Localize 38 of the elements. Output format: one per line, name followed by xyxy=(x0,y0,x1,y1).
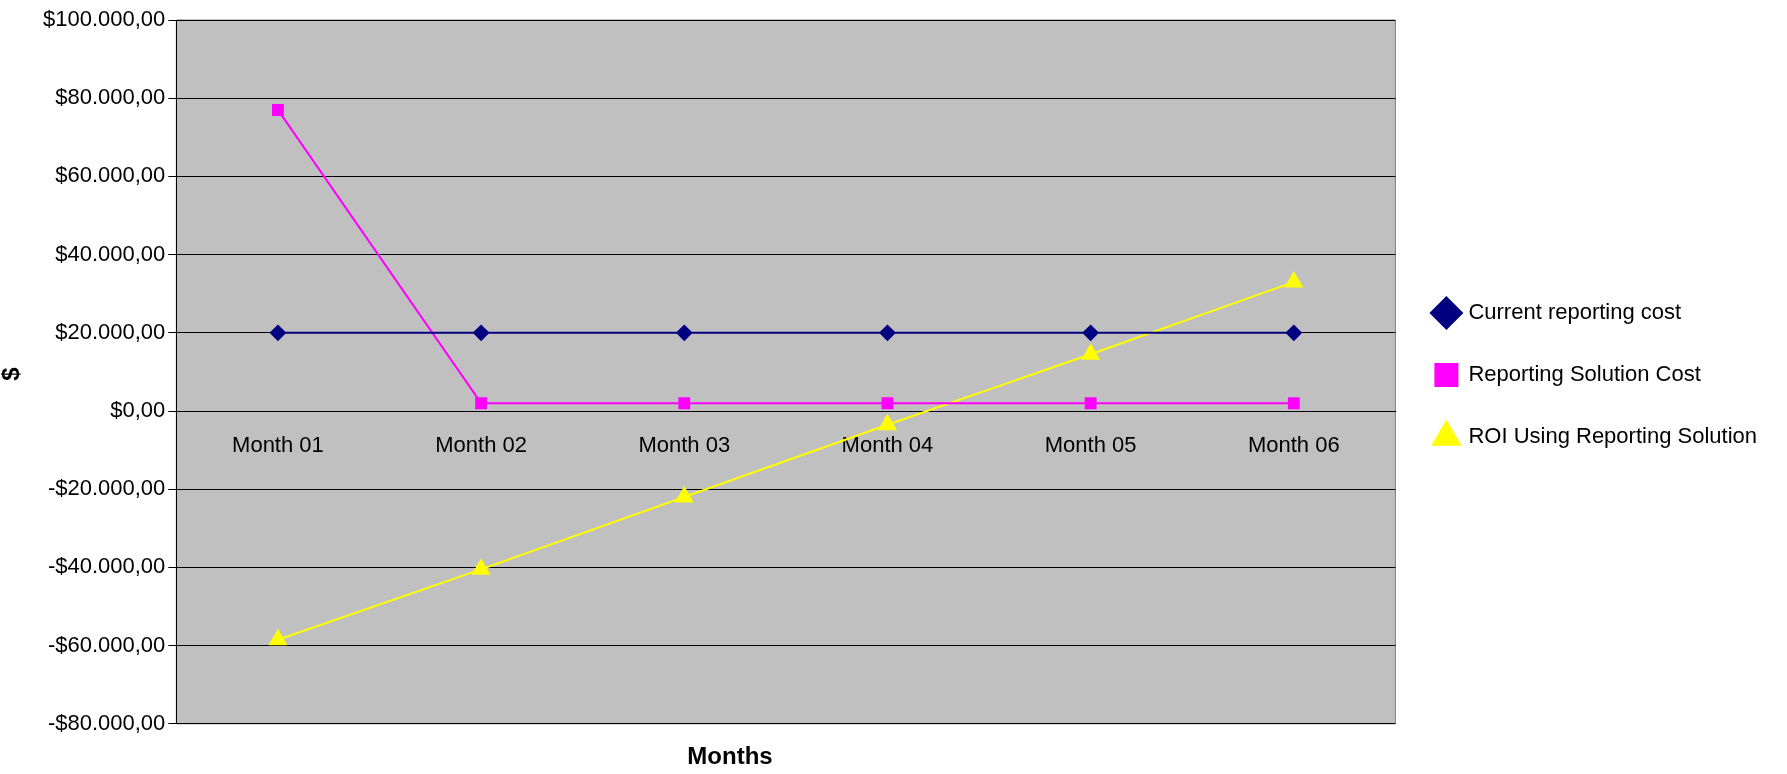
point xyxy=(675,487,694,503)
y-tick-label: $80.000,00 xyxy=(55,84,166,110)
point xyxy=(676,324,693,341)
point xyxy=(473,324,490,341)
point xyxy=(1082,324,1099,341)
y-tick-label: -$60.000,00 xyxy=(47,631,166,657)
point xyxy=(271,103,284,116)
y-tick-label: $40.000,00 xyxy=(55,240,166,266)
y-tick-label: $60.000,00 xyxy=(55,162,166,188)
x-tick-label: Month 01 xyxy=(232,432,324,458)
y-tick-label: $0,00 xyxy=(110,397,166,423)
y-tick-label: -$40.000,00 xyxy=(47,553,166,579)
point xyxy=(1287,397,1300,410)
point xyxy=(879,324,896,341)
point xyxy=(269,629,287,646)
y-tick-label: $100.000,00 xyxy=(43,6,166,32)
y-tick-label: -$80.000,00 xyxy=(47,709,166,735)
y-axis-title: $ xyxy=(0,367,25,381)
x-axis-title: Months xyxy=(686,742,774,770)
point xyxy=(472,559,490,575)
legend-label: Reporting Solution Cost xyxy=(1468,361,1701,387)
point xyxy=(269,324,286,341)
point xyxy=(881,397,894,410)
legend-label: ROI Using Reporting Solution xyxy=(1468,423,1757,449)
point xyxy=(475,397,488,410)
point xyxy=(1285,324,1302,341)
point xyxy=(1084,397,1097,410)
x-tick-label: Month 04 xyxy=(841,432,934,458)
point xyxy=(678,397,691,410)
legend-label: Current reporting cost xyxy=(1468,299,1682,325)
x-tick-label: Month 03 xyxy=(638,432,731,458)
x-tick-label: Month 02 xyxy=(435,432,527,458)
y-tick-label: $20.000,00 xyxy=(55,318,166,344)
point xyxy=(1081,344,1100,360)
x-tick-label: Month 06 xyxy=(1247,432,1340,458)
point xyxy=(878,414,897,431)
y-tick-label: -$20.000,00 xyxy=(47,475,166,501)
x-tick-label: Month 05 xyxy=(1044,432,1137,458)
